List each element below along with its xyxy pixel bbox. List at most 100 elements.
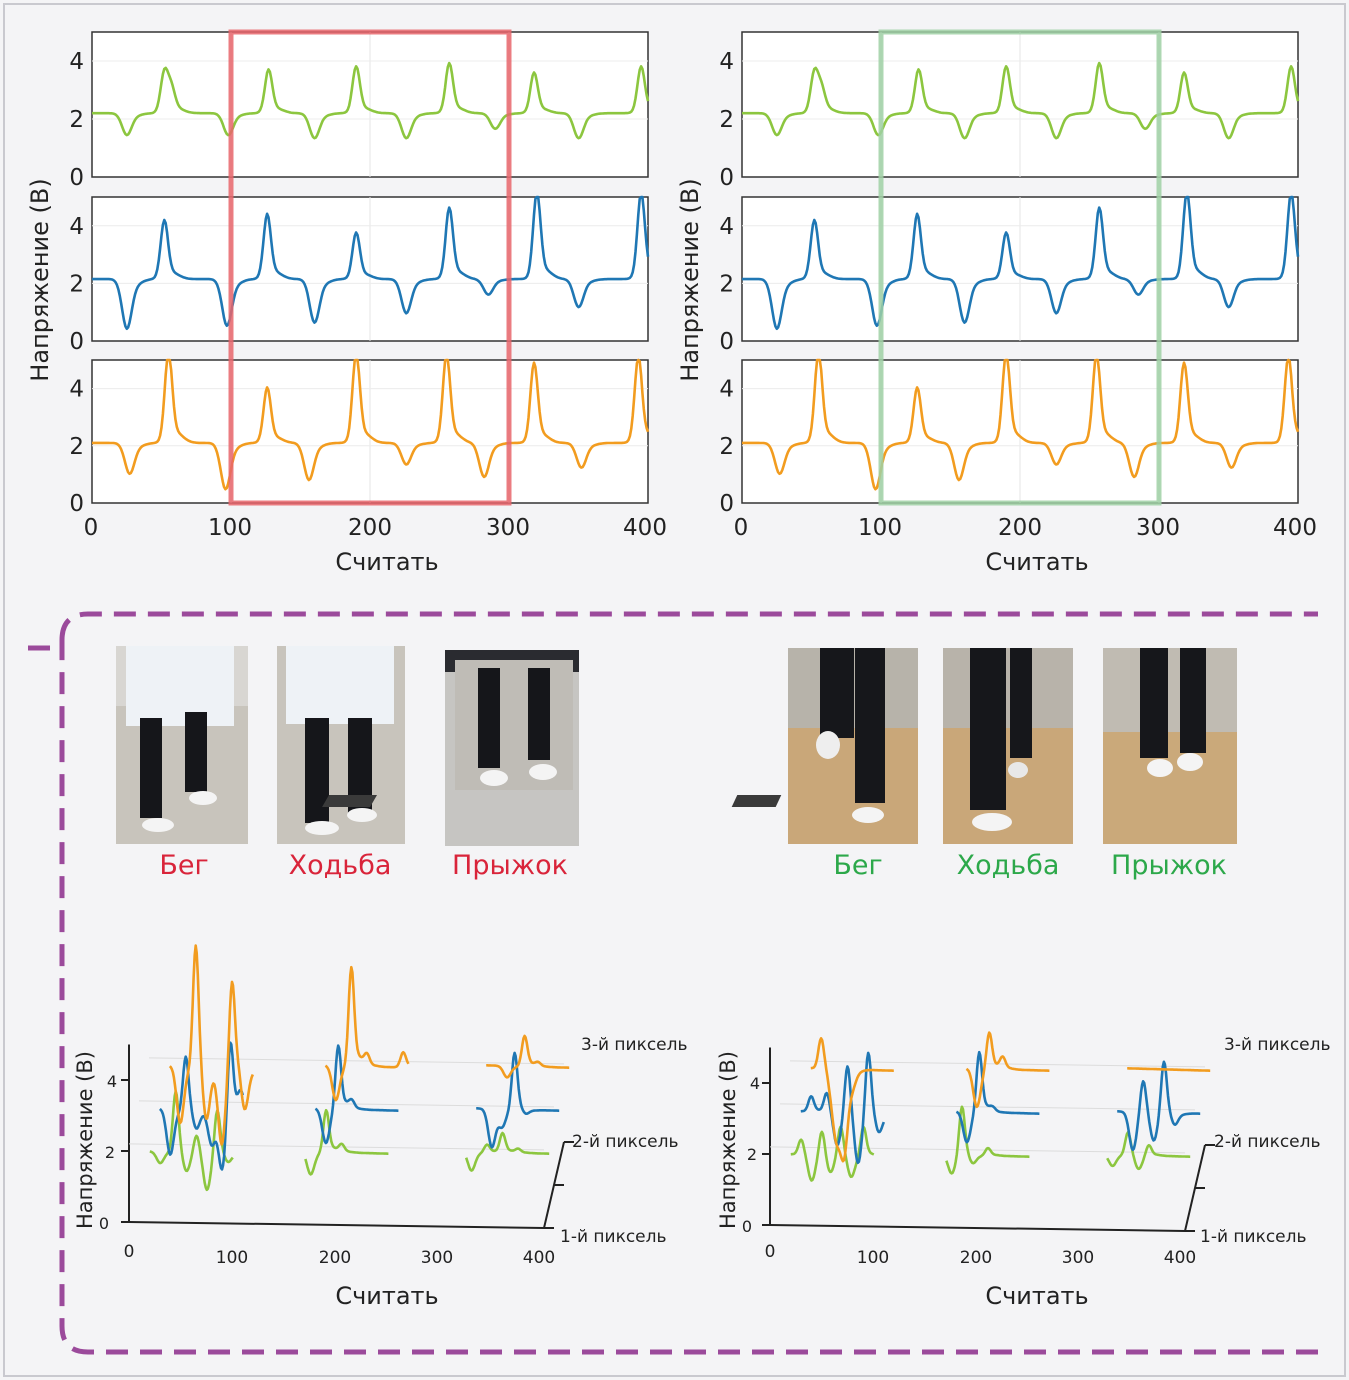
bottom-dashed-panel — [28, 611, 1318, 1355]
top-right-x-axis-label: Считать — [985, 548, 1088, 576]
x-tick-label: 0 — [124, 1242, 135, 1262]
y-tick-label: 2 — [719, 271, 734, 297]
depth-label-pixel-1: 1-й пиксель — [1200, 1227, 1307, 1247]
depth-label-pixel-1: 1-й пиксель — [560, 1227, 667, 1247]
y-tick-label: 0 — [99, 1214, 109, 1233]
y-tick-label: 2 — [747, 1145, 757, 1164]
series-line-orange — [742, 358, 1300, 491]
x-tick-label: 400 — [523, 1248, 555, 1268]
x-tick-label: 0 — [734, 515, 749, 541]
x-tick-label: 400 — [1164, 1248, 1196, 1268]
y-tick-label: 0 — [69, 329, 84, 355]
series-line-pixel3 — [324, 965, 410, 1102]
y-tick-label: 4 — [69, 49, 84, 75]
figure-frame — [3, 3, 1346, 1377]
photo-run-left — [116, 646, 248, 844]
bottom-left-3d-chart — [121, 944, 574, 1229]
y-tick-label: 0 — [742, 1217, 752, 1236]
photo-walk-left — [277, 646, 405, 844]
x-tick-label: 300 — [486, 515, 530, 541]
top-left-x-axis-label: Считать — [335, 548, 438, 576]
series-line-pixel3 — [1126, 1067, 1211, 1072]
top-left-y-axis-label: Напряжение (В) — [26, 178, 54, 381]
series-line-pixel2 — [800, 1051, 886, 1165]
top-right-y-axis-label: Напряжение (В) — [676, 178, 704, 381]
grid-line — [138, 1100, 555, 1108]
series-line-green — [742, 61, 1300, 140]
x-tick-label: 200 — [319, 1248, 351, 1268]
photo-run-right — [322, 648, 918, 844]
top-right-x-ticks: 0 100 200 300 400 — [734, 515, 1317, 541]
x-tick-label: 100 — [857, 1248, 889, 1268]
series-line-pixel1 — [304, 1108, 389, 1176]
bottom-left-x-axis-label: Считать — [335, 1282, 438, 1310]
series-line-pixel1 — [464, 1131, 550, 1172]
y-tick-label: 4 — [719, 214, 734, 240]
y-tick-label: 2 — [719, 434, 734, 460]
photo-jump-left — [445, 650, 579, 846]
label-walk-left: Ходьба — [289, 850, 392, 881]
y-tick-label: 4 — [69, 377, 84, 403]
y-tick-label: 4 — [719, 377, 734, 403]
x-tick-label: 300 — [1136, 515, 1180, 541]
y-tick-label: 4 — [69, 214, 84, 240]
y-tick-label: 2 — [69, 434, 84, 460]
label-run-left: Бег — [159, 850, 208, 881]
y-tick-label: 4 — [107, 1072, 117, 1091]
y-tick-label: 0 — [719, 491, 734, 517]
bottom-right-3d-labels: Напряжение (В) Считать 0 2 4 0 100 200 3… — [716, 1035, 1331, 1310]
y-tick-label: 2 — [105, 1143, 115, 1162]
y-tick-label: 0 — [69, 165, 84, 191]
depth-label-pixel-2: 2-й пиксель — [572, 1132, 679, 1152]
highlight-window — [228, 29, 512, 506]
grid-line — [148, 1057, 565, 1065]
x-tick-label: 300 — [1062, 1248, 1094, 1268]
x-tick-label: 0 — [84, 515, 99, 541]
x-tick-label: 100 — [216, 1248, 248, 1268]
label-run-right: Бег — [833, 850, 882, 881]
series-line-green — [92, 61, 650, 140]
x-tick-label: 0 — [765, 1242, 776, 1262]
x-tick-label: 200 — [960, 1248, 992, 1268]
y-tick-label: 4 — [719, 49, 734, 75]
right-photo-group: Бег Ходьба Прыжок — [322, 648, 1237, 881]
x-tick-label: 100 — [858, 515, 902, 541]
y-tick-label: 0 — [719, 329, 734, 355]
series-line-pixel2 — [955, 1050, 1040, 1144]
bottom-right-x-axis-label: Считать — [985, 1282, 1088, 1310]
depth-label-pixel-3: 3-й пиксель — [1224, 1035, 1331, 1055]
highlight-window — [878, 29, 1162, 506]
x-axis-line — [128, 1221, 545, 1229]
series-line-pixel3 — [168, 944, 255, 1146]
series-line-pixel3 — [485, 1034, 570, 1079]
y-tick-label: 2 — [719, 107, 734, 133]
top-left-panel: 0 2 4 0 2 4 0 2 4 Напряжение (В) Считать 0 100 2… — [26, 29, 667, 576]
label-jump-right: Прыжок — [1111, 850, 1227, 881]
series-line-blue — [742, 195, 1300, 331]
series-line-orange — [92, 358, 650, 491]
top-right-panel: 0 2 4 0 2 4 0 2 4 Напряжение (В) Считать 0 100 2… — [676, 29, 1317, 576]
x-tick-label: 400 — [623, 515, 667, 541]
bottom-right-3d-chart — [762, 1031, 1215, 1232]
series-line-pixel2 — [475, 1051, 560, 1149]
photo-walk-right — [943, 648, 1073, 844]
photo-jump-right — [731, 648, 1237, 844]
series-line-pixel1 — [1106, 1131, 1191, 1171]
x-tick-label: 100 — [208, 515, 252, 541]
series-line-pixel3 — [810, 1037, 894, 1163]
y-tick-label: 2 — [69, 271, 84, 297]
label-walk-right: Ходьба — [957, 850, 1060, 881]
series-line-pixel2 — [314, 1044, 399, 1145]
x-tick-label: 400 — [1273, 515, 1317, 541]
y-tick-label: 4 — [750, 1074, 760, 1093]
bottom-left-y-axis-label: Напряжение (В) — [73, 1051, 97, 1229]
series-line-blue — [92, 195, 650, 331]
bottom-left-3d-labels: Напряжение (В) Считать 0 2 4 0 100 200 3… — [73, 1035, 688, 1310]
top-left-x-ticks: 0 100 200 300 400 — [84, 515, 667, 541]
x-tick-label: 200 — [348, 515, 392, 541]
depth-label-pixel-2: 2-й пиксель — [1214, 1132, 1321, 1152]
y-tick-label: 2 — [69, 107, 84, 133]
label-jump-left: Прыжок — [452, 850, 568, 881]
y-tick-label: 0 — [69, 491, 84, 517]
